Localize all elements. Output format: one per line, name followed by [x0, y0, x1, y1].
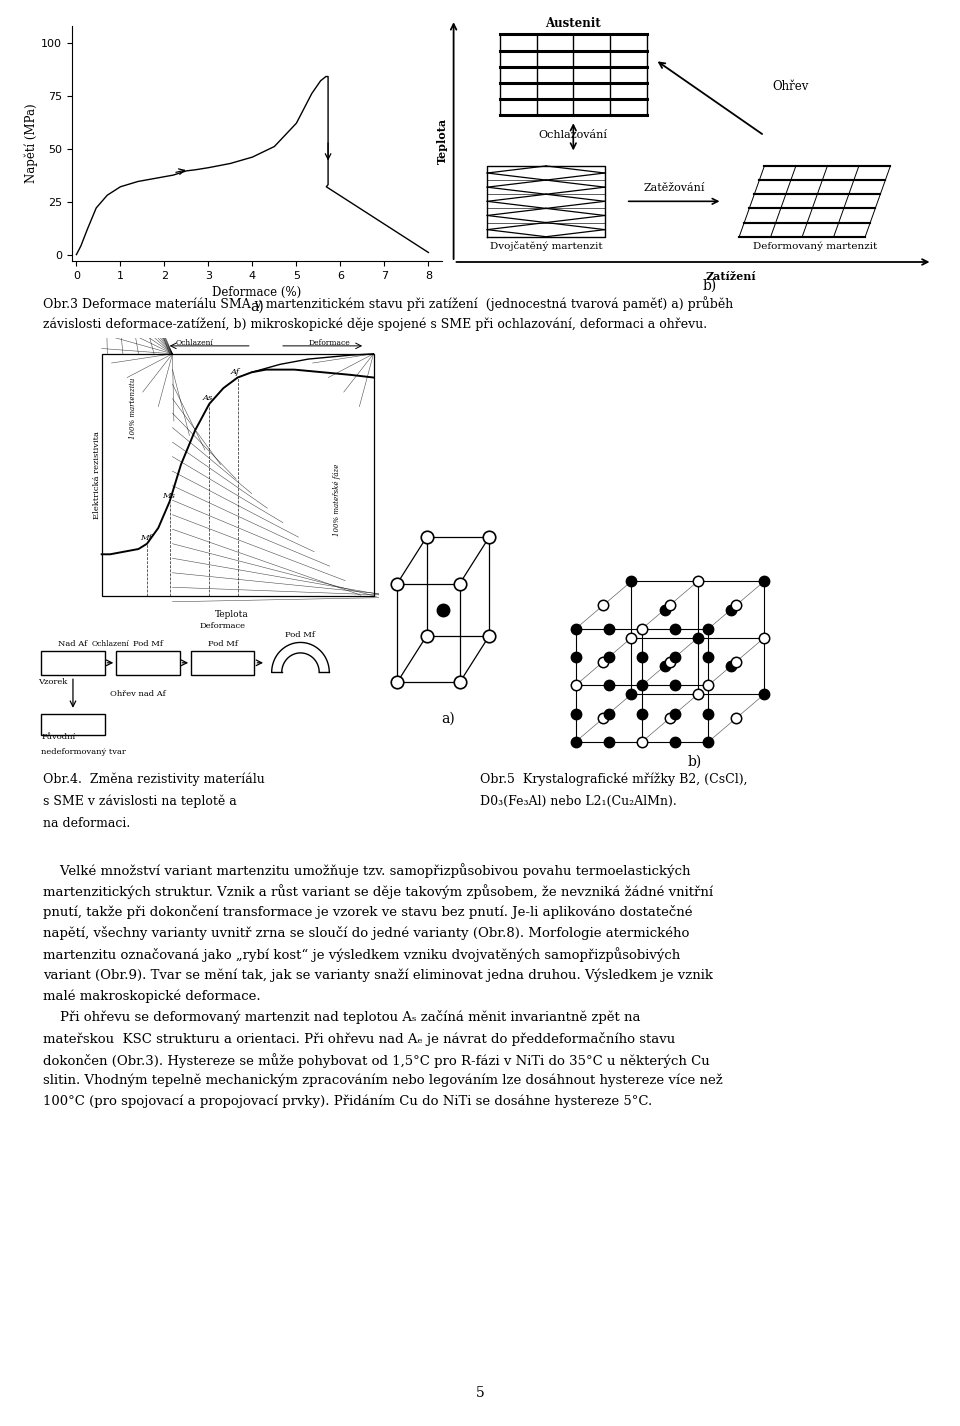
- X-axis label: Deformace (%): Deformace (%): [212, 287, 301, 299]
- Text: nedeformovaný tvar: nedeformovaný tvar: [41, 749, 126, 756]
- Bar: [41, 650, 105, 674]
- Bar: [41, 713, 105, 734]
- Text: Zatěžování: Zatěžování: [643, 183, 705, 193]
- Text: Af: Af: [230, 368, 240, 375]
- Text: Obr.4.  Změna rezistivity materíálu: Obr.4. Změna rezistivity materíálu: [43, 773, 265, 786]
- Text: napětí, všechny varianty uvnitř zrna se sloučí do jedné varianty (Obr.8). Morfol: napětí, všechny varianty uvnitř zrna se …: [43, 925, 689, 940]
- Text: 100°C (pro spojovací a propojovací prvky). Přidáním Cu do NiTi se dosáhne hyster: 100°C (pro spojovací a propojovací prvky…: [43, 1095, 653, 1108]
- Text: Ohřev nad Af: Ohřev nad Af: [110, 690, 166, 697]
- Bar: [116, 650, 180, 674]
- Text: Deformace: Deformace: [308, 339, 350, 347]
- Y-axis label: Napětí (MPa): Napětí (MPa): [25, 104, 38, 183]
- Text: Ochlazení: Ochlazení: [91, 640, 130, 649]
- Text: Obr.3 Deformace materíálu SMA v martenzitickém stavu při zatížení  (jednocestná : Obr.3 Deformace materíálu SMA v martenzi…: [43, 297, 733, 311]
- Text: mateřskou  KSC strukturu a orientaci. Při ohřevu nad Aₑ je návrat do předdeforma: mateřskou KSC strukturu a orientaci. Při…: [43, 1031, 676, 1045]
- Text: s SME v závislosti na teplotě a: s SME v závislosti na teplotě a: [43, 796, 237, 809]
- Text: Původní: Původní: [41, 733, 76, 742]
- Text: martenzitických struktur. Vznik a růst variant se děje takovým způsobem, že nevz: martenzitických struktur. Vznik a růst v…: [43, 884, 713, 898]
- Text: Austenit: Austenit: [545, 17, 601, 30]
- Text: závislosti deformace-zatížení, b) mikroskopické děje spojené s SME při ochlazová: závislosti deformace-zatížení, b) mikros…: [43, 318, 708, 331]
- Text: Zatížení: Zatížení: [706, 271, 756, 282]
- Text: Deformace: Deformace: [200, 622, 246, 630]
- Text: 100% mateřské fáze: 100% mateřské fáze: [333, 463, 341, 536]
- Text: Při ohřevu se deformovaný martenzit nad teplotou Aₛ začíná měnit invariantně zpě: Při ohřevu se deformovaný martenzit nad …: [43, 1011, 640, 1024]
- Text: Pod Mf: Pod Mf: [285, 632, 316, 639]
- Text: dokončen (Obr.3). Hystereze se může pohybovat od 1,5°C pro R-fázi v NiTi do 35°C: dokončen (Obr.3). Hystereze se může pohy…: [43, 1052, 710, 1068]
- Text: na deformaci.: na deformaci.: [43, 817, 131, 830]
- Text: Ohřev: Ohřev: [773, 80, 809, 93]
- Text: Velké množství variant martenzitu umožňuje tzv. samopřizpůsobivou povahu termoel: Velké množství variant martenzitu umožňu…: [43, 863, 690, 877]
- Text: 5: 5: [475, 1386, 485, 1400]
- Text: Deformovaný martenzit: Deformovaný martenzit: [753, 242, 876, 251]
- Text: Mf: Mf: [140, 533, 152, 542]
- Text: Pod Mf: Pod Mf: [207, 640, 238, 649]
- Text: b): b): [688, 754, 703, 769]
- Text: Teplota: Teplota: [215, 610, 249, 619]
- Text: malé makroskopické deformace.: malé makroskopické deformace.: [43, 990, 261, 1002]
- Text: Teplota: Teplota: [437, 117, 447, 164]
- Text: pnutí, takže při dokončení transformace je vzorek ve stavu bez pnutí. Je-li apli: pnutí, takže při dokončení transformace …: [43, 906, 693, 918]
- Text: As: As: [203, 394, 212, 402]
- Text: Vzorek: Vzorek: [38, 677, 67, 686]
- Text: martenzitu označovaná jako „rybí kost“ je výsledkem vzniku dvojvatěných samopřiz: martenzitu označovaná jako „rybí kost“ j…: [43, 947, 681, 963]
- Text: Ochlazení: Ochlazení: [176, 339, 213, 347]
- Text: Obr.5  Krystalografické mřížky B2, (CsCl),: Obr.5 Krystalografické mřížky B2, (CsCl)…: [480, 773, 748, 786]
- Text: 100% martenzitu: 100% martenzitu: [129, 378, 137, 439]
- Text: Ms: Ms: [162, 492, 176, 499]
- Text: Pod Mf: Pod Mf: [132, 640, 163, 649]
- Text: D0₃(Fe₃Al) nebo L2₁(Cu₂AlMn).: D0₃(Fe₃Al) nebo L2₁(Cu₂AlMn).: [480, 796, 677, 809]
- Text: Elektrická rezistivita: Elektrická rezistivita: [93, 431, 101, 519]
- Text: slitin. Vhodným tepelně mechanickým zpracováním nebo legováním lze dosáhnout hys: slitin. Vhodným tepelně mechanickým zpra…: [43, 1074, 723, 1087]
- Text: variant (Obr.9). Tvar se mění tak, jak se varianty snaží eliminovat jedna druhou: variant (Obr.9). Tvar se mění tak, jak s…: [43, 968, 713, 981]
- Text: Ochlazování: Ochlazování: [539, 130, 608, 140]
- Text: a): a): [250, 299, 264, 314]
- Bar: [191, 650, 254, 674]
- Text: Nad Af: Nad Af: [59, 640, 87, 649]
- Text: a): a): [442, 712, 455, 726]
- Text: Dvojčatěný martenzit: Dvojčatěný martenzit: [490, 241, 602, 251]
- Text: b): b): [703, 279, 717, 292]
